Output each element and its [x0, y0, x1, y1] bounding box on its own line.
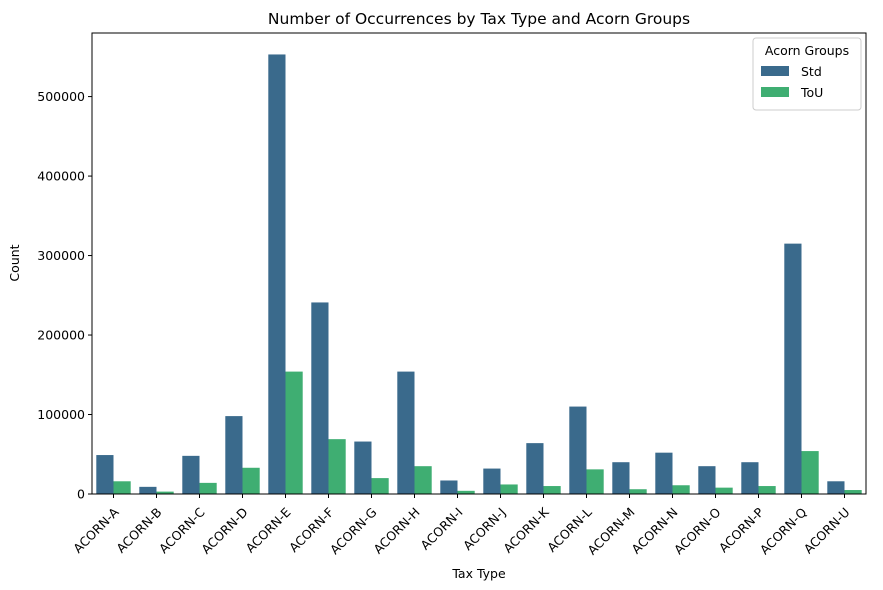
y-tick-label: 100000: [37, 407, 85, 422]
bar-tou-acorn-m: [629, 489, 647, 494]
x-tick-label: ACORN-D: [198, 505, 250, 557]
legend: Acorn Groups Std ToU: [752, 37, 862, 111]
bar-tou-acorn-i: [457, 490, 475, 494]
bar-std-acorn-i: [440, 480, 458, 494]
y-tick-label: 400000: [37, 169, 85, 184]
bar-tou-acorn-b: [156, 491, 174, 494]
legend-label-tou: ToU: [800, 85, 823, 100]
plot-area: 0100000200000300000400000500000ACORN-AAC…: [37, 32, 867, 558]
bar-tou-acorn-g: [371, 478, 389, 494]
bar-std-acorn-q: [784, 243, 802, 494]
x-tick-label: ACORN-Q: [757, 504, 810, 557]
bar-std-acorn-u: [827, 481, 845, 494]
y-tick-label: 500000: [37, 89, 85, 104]
bar-std-acorn-m: [612, 462, 630, 494]
bar-std-acorn-l: [569, 406, 587, 494]
bar-std-acorn-d: [225, 416, 243, 494]
legend-swatch-tou: [761, 87, 789, 97]
bar-std-acorn-f: [311, 302, 329, 494]
bar-std-acorn-b: [139, 486, 157, 494]
bar-tou-acorn-j: [500, 484, 518, 494]
x-tick-label: ACORN-O: [671, 504, 724, 557]
legend-swatch-std: [761, 66, 789, 76]
bar-std-acorn-e: [268, 54, 286, 494]
y-tick-label: 300000: [37, 248, 85, 263]
x-tick-label: ACORN-E: [242, 504, 293, 555]
bar-tou-acorn-e: [285, 371, 303, 494]
bar-tou-acorn-o: [715, 487, 733, 494]
x-tick-label: ACORN-H: [370, 505, 422, 557]
bar-tou-acorn-h: [414, 466, 432, 494]
bar-std-acorn-h: [397, 371, 415, 494]
bar-std-acorn-n: [655, 452, 673, 494]
x-tick-label: ACORN-G: [327, 505, 380, 558]
chart-title: Number of Occurrences by Tax Type and Ac…: [268, 10, 690, 28]
x-axis-label: Tax Type: [451, 566, 506, 581]
x-tick-label: ACORN-I: [417, 505, 465, 553]
bar-std-acorn-o: [698, 466, 716, 494]
bar-tou-acorn-k: [543, 486, 561, 494]
y-axis-label: Count: [7, 244, 22, 281]
bar-std-acorn-j: [483, 468, 501, 494]
y-tick-label: 200000: [37, 328, 85, 343]
legend-label-std: Std: [801, 64, 822, 79]
bar-std-acorn-k: [526, 443, 544, 494]
bar-tou-acorn-u: [844, 490, 862, 494]
bar-tou-acorn-d: [242, 467, 260, 494]
x-tick-label: ACORN-M: [584, 505, 637, 558]
bar-tou-acorn-f: [328, 439, 346, 494]
x-tick-label: ACORN-U: [801, 505, 853, 557]
x-tick-label: ACORN-A: [70, 504, 122, 556]
bar-tou-acorn-p: [758, 486, 776, 494]
x-tick-label: ACORN-B: [113, 505, 164, 556]
bar-std-acorn-g: [354, 441, 372, 494]
bar-tou-acorn-c: [199, 482, 217, 494]
x-tick-label: ACORN-K: [500, 504, 552, 556]
bar-std-acorn-p: [741, 462, 759, 494]
y-tick-label: 0: [77, 487, 85, 502]
bar-tou-acorn-a: [113, 481, 131, 494]
bar-tou-acorn-l: [586, 469, 604, 494]
bar-tou-acorn-q: [801, 451, 819, 494]
bar-std-acorn-a: [96, 455, 114, 494]
bar-std-acorn-c: [182, 455, 200, 494]
plot-frame: [91, 32, 867, 495]
bar-tou-acorn-n: [672, 485, 690, 494]
legend-title: Acorn Groups: [765, 43, 849, 58]
